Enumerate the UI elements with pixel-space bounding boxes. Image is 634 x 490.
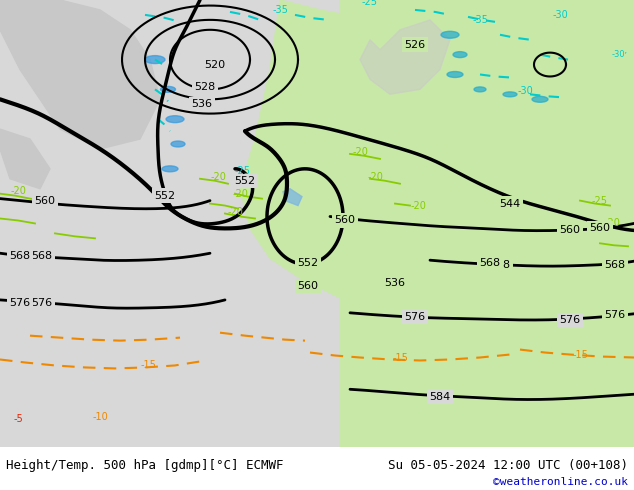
Text: 568: 568 bbox=[604, 260, 626, 270]
Text: -15: -15 bbox=[392, 352, 408, 363]
Text: 552: 552 bbox=[155, 191, 176, 200]
Polygon shape bbox=[275, 184, 295, 209]
Text: -30ʳ: -30ʳ bbox=[612, 50, 628, 59]
Text: 576: 576 bbox=[404, 312, 425, 322]
Text: 560: 560 bbox=[335, 216, 356, 225]
Text: 560: 560 bbox=[34, 196, 56, 206]
Ellipse shape bbox=[162, 166, 178, 172]
Text: -20: -20 bbox=[227, 206, 243, 217]
Text: 520: 520 bbox=[204, 60, 226, 70]
Ellipse shape bbox=[171, 141, 185, 147]
Text: Height/Temp. 500 hPa [gdmp][°C] ECMWF: Height/Temp. 500 hPa [gdmp][°C] ECMWF bbox=[6, 459, 284, 472]
Text: -15: -15 bbox=[572, 349, 588, 360]
Text: -30: -30 bbox=[552, 10, 568, 20]
Text: 560: 560 bbox=[590, 223, 611, 233]
Text: -20: -20 bbox=[210, 172, 226, 182]
Polygon shape bbox=[0, 0, 160, 149]
Text: 576: 576 bbox=[32, 298, 53, 308]
Text: 584: 584 bbox=[429, 392, 451, 402]
Text: 560: 560 bbox=[297, 281, 318, 291]
Ellipse shape bbox=[503, 92, 517, 97]
Text: 526: 526 bbox=[404, 40, 425, 49]
Text: -15: -15 bbox=[140, 361, 156, 370]
Text: -20: -20 bbox=[410, 200, 426, 211]
Polygon shape bbox=[360, 20, 450, 95]
Text: -35: -35 bbox=[272, 5, 288, 15]
Text: 576: 576 bbox=[10, 298, 30, 308]
Text: -20: -20 bbox=[232, 189, 248, 198]
Ellipse shape bbox=[532, 97, 548, 102]
Text: -5: -5 bbox=[13, 414, 23, 424]
Ellipse shape bbox=[166, 116, 184, 122]
Text: -10: -10 bbox=[92, 412, 108, 422]
Text: 560: 560 bbox=[559, 225, 581, 235]
Text: ©weatheronline.co.uk: ©weatheronline.co.uk bbox=[493, 477, 628, 487]
Text: -25: -25 bbox=[592, 196, 608, 206]
Text: 568: 568 bbox=[489, 260, 510, 270]
Text: 528: 528 bbox=[195, 82, 216, 93]
Text: 536: 536 bbox=[384, 278, 406, 288]
Text: -25: -25 bbox=[362, 0, 378, 7]
Text: -35: -35 bbox=[472, 15, 488, 25]
Text: -20: -20 bbox=[352, 147, 368, 157]
Ellipse shape bbox=[447, 72, 463, 77]
Text: 544: 544 bbox=[500, 198, 521, 209]
Text: -20: -20 bbox=[367, 172, 383, 182]
Text: 568: 568 bbox=[479, 258, 501, 268]
Text: -20: -20 bbox=[10, 186, 26, 196]
Ellipse shape bbox=[441, 31, 459, 38]
Polygon shape bbox=[285, 179, 320, 219]
Polygon shape bbox=[340, 0, 634, 447]
Text: 536: 536 bbox=[191, 99, 212, 109]
Text: -25: -25 bbox=[235, 166, 251, 176]
Text: -30: -30 bbox=[517, 86, 533, 97]
Polygon shape bbox=[240, 0, 634, 447]
Text: Su 05-05-2024 12:00 UTC (00+108): Su 05-05-2024 12:00 UTC (00+108) bbox=[387, 459, 628, 472]
Text: 552: 552 bbox=[297, 258, 318, 268]
Text: 552: 552 bbox=[235, 176, 256, 186]
Text: 576: 576 bbox=[604, 310, 626, 320]
Polygon shape bbox=[283, 189, 302, 206]
Polygon shape bbox=[0, 129, 50, 189]
Ellipse shape bbox=[145, 55, 165, 64]
Text: -20: -20 bbox=[604, 219, 620, 228]
Ellipse shape bbox=[160, 86, 176, 92]
Text: 568: 568 bbox=[10, 251, 30, 261]
Text: 568: 568 bbox=[32, 251, 53, 261]
Ellipse shape bbox=[453, 51, 467, 58]
Text: 576: 576 bbox=[559, 315, 581, 325]
Ellipse shape bbox=[474, 87, 486, 92]
